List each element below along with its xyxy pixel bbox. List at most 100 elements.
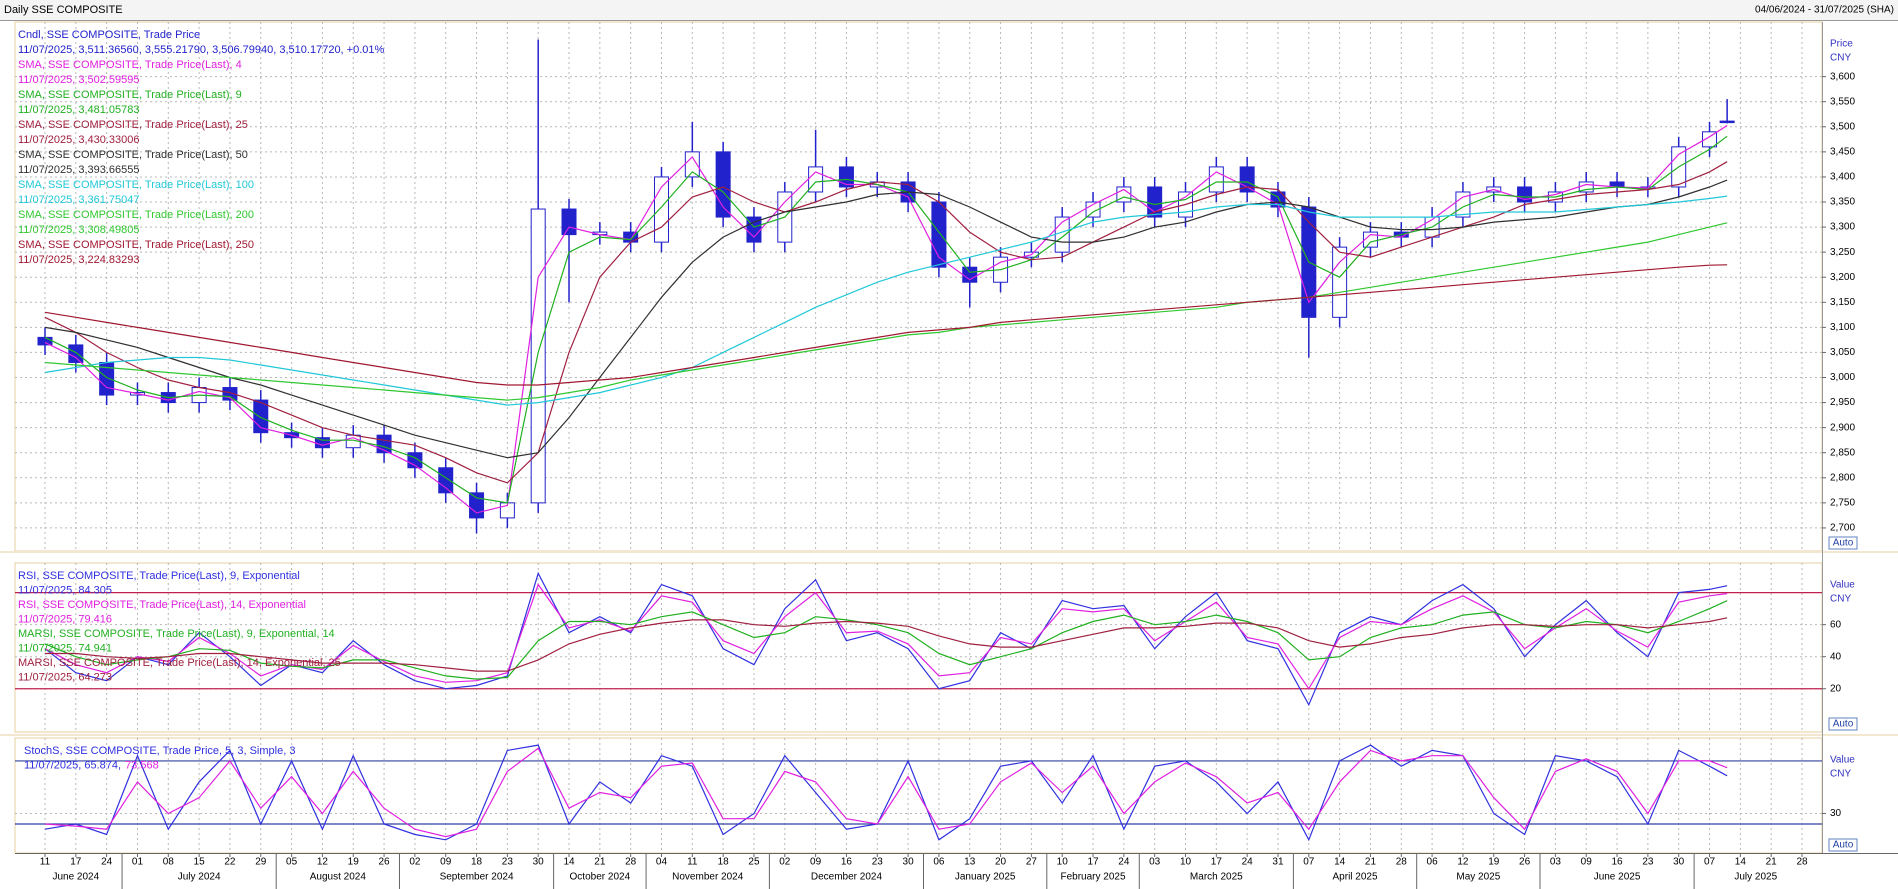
y-tick-label: 60 [1830, 619, 1842, 630]
legend: RSI, SSE COMPOSITE, Trade Price(Last), 9… [18, 570, 341, 684]
y-tick-label: 2,750 [1830, 498, 1855, 509]
x-tick-label: 14 [563, 857, 575, 868]
legend-entry: SMA, SSE COMPOSITE, Trade Price(Last), 9 [18, 89, 242, 101]
month-label: April 2025 [1333, 872, 1378, 883]
legend-readout: 73.568 [125, 759, 159, 771]
x-tick-label: 28 [625, 857, 637, 868]
x-tick-label: 04 [656, 857, 668, 868]
y-tick-label: 3,600 [1830, 71, 1855, 82]
candle-body [1332, 246, 1348, 318]
y-axis-label: Value [1830, 755, 1855, 766]
x-tick-label: 17 [70, 857, 82, 868]
x-tick-label: 13 [964, 857, 976, 868]
y-tick-label: 3,500 [1830, 121, 1855, 132]
legend-entry: RSI, SSE COMPOSITE, Trade Price(Last), 1… [18, 599, 306, 611]
y-tick-label: 3,450 [1830, 147, 1855, 158]
x-tick-label: 23 [1642, 857, 1654, 868]
legend-entry: SMA, SSE COMPOSITE, Trade Price(Last), 2… [18, 209, 254, 221]
x-tick-label: 21 [1766, 857, 1778, 868]
legend-readout: 11/07/2025, 84.305 [18, 584, 112, 596]
auto-button-box [1828, 838, 1858, 852]
y-tick-label: 3,150 [1830, 297, 1855, 308]
x-tick-label: 09 [810, 857, 822, 868]
title-bar [0, 0, 1898, 20]
y-tick-label: 3,050 [1830, 347, 1855, 358]
x-tick-label: 24 [1118, 857, 1130, 868]
x-tick-label: 30 [903, 857, 915, 868]
x-tick-label: 16 [841, 857, 853, 868]
y-tick-label: 2,900 [1830, 422, 1855, 433]
legend-readout: 11/07/2025, 3,502.59595 [18, 74, 140, 86]
x-tick-label: 17 [1211, 857, 1223, 868]
candle-body [561, 208, 577, 236]
x-tick-label: 03 [1550, 857, 1562, 868]
x-tick-label: 11 [40, 857, 51, 868]
series-line [44, 600, 1728, 680]
plot-area [15, 571, 1822, 707]
candle-body [1208, 166, 1224, 193]
legend-entry: Cndl, SSE COMPOSITE, Trade Price [18, 29, 200, 41]
panel-gap [0, 551, 1898, 563]
series-line [44, 161, 1728, 484]
legend-entry: SMA, SSE COMPOSITE, Trade Price(Last), 2… [18, 239, 254, 251]
legend-readout: 11/07/2025, 3,511.36560, 3,555.21790, 3,… [18, 44, 385, 56]
x-tick-label: 18 [471, 857, 483, 868]
y-tick-label: 2,700 [1830, 523, 1855, 534]
x-tick-label: 14 [1334, 857, 1346, 868]
legend-entry: StochS, SSE COMPOSITE, Trade Price, 5, 3… [24, 745, 295, 757]
x-tick-label: 18 [718, 857, 730, 868]
y-tick-label: 40 [1830, 651, 1842, 662]
auto-button[interactable]: Auto [1828, 838, 1858, 852]
x-tick-label: 23 [502, 857, 514, 868]
y-axis-label: Value [1830, 580, 1855, 591]
x-tick-label: 09 [1581, 857, 1593, 868]
candle-body [838, 166, 854, 188]
x-tick-label: 06 [1427, 857, 1439, 868]
legend-readout: 11/07/2025, 64.273 [18, 671, 112, 683]
series-line [44, 195, 1728, 406]
month-label: June 2025 [1594, 872, 1641, 883]
x-tick-label: 06 [933, 857, 945, 868]
auto-button[interactable]: Auto [1828, 717, 1858, 731]
x-tick-label: 08 [163, 857, 175, 868]
legend-entry: MARSI, SSE COMPOSITE, Trade Price(Last),… [18, 628, 335, 640]
candle-body [438, 467, 454, 494]
legend-readout: 11/07/2025, 3,481.05783 [18, 104, 140, 116]
x-tick-label: 23 [872, 857, 884, 868]
x-tick-label: 09 [440, 857, 452, 868]
x-tick-label: 07 [1704, 857, 1716, 868]
y-tick-label: 3,100 [1830, 322, 1855, 333]
series-line [44, 222, 1728, 401]
x-tick-label: 30 [533, 857, 545, 868]
candle-body [1719, 120, 1735, 124]
candle-body [68, 344, 84, 363]
auto-button-label: Auto [1833, 538, 1854, 549]
month-label: May 2025 [1456, 872, 1500, 883]
month-label: September 2024 [440, 872, 514, 883]
legend-entry: SMA, SSE COMPOSITE, Trade Price(Last), 5… [18, 149, 248, 161]
y-tick-label: 3,550 [1830, 96, 1855, 107]
series-line [44, 571, 1728, 707]
series-line [44, 264, 1728, 386]
month-label: January 2025 [955, 872, 1016, 883]
auto-button-label: Auto [1833, 719, 1854, 730]
month-label: February 2025 [1061, 872, 1126, 883]
month-label: November 2024 [672, 872, 744, 883]
x-tick-label: 30 [1673, 857, 1685, 868]
y-tick-label: 3,250 [1830, 247, 1855, 258]
x-tick-label: 11 [687, 857, 698, 868]
legend-readout: 11/07/2025, 3,361.75047 [18, 194, 140, 206]
legend-readout: 11/07/2025, 79.416 [18, 613, 112, 625]
y-tick-label: 3,200 [1830, 272, 1855, 283]
x-tick-label: 10 [1180, 857, 1192, 868]
x-tick-label: 19 [1488, 857, 1500, 868]
panel: 20 40 60 Value CNY Auto RSI, SSE COMPOSITE, Tr… [15, 570, 1858, 731]
x-tick-label: 22 [224, 857, 236, 868]
candle-body [37, 336, 53, 346]
month-label: December 2024 [811, 872, 883, 883]
chart-title: Daily SSE COMPOSITE [4, 4, 123, 16]
auto-button[interactable]: Auto [1828, 536, 1858, 550]
y-tick-label: 3,300 [1830, 222, 1855, 233]
